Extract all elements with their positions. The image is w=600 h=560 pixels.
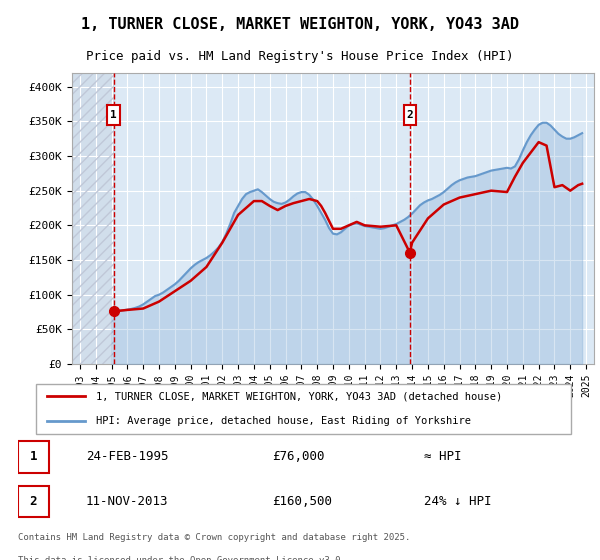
Text: 2: 2 (407, 110, 413, 120)
Text: 24% ↓ HPI: 24% ↓ HPI (424, 495, 491, 508)
Text: ≈ HPI: ≈ HPI (424, 450, 461, 464)
Text: 24-FEB-1995: 24-FEB-1995 (86, 450, 168, 464)
Bar (404, 105, 416, 125)
Text: Price paid vs. HM Land Registry's House Price Index (HPI): Price paid vs. HM Land Registry's House … (86, 50, 514, 63)
Text: 11-NOV-2013: 11-NOV-2013 (86, 495, 168, 508)
Text: £76,000: £76,000 (272, 450, 325, 464)
Text: 1, TURNER CLOSE, MARKET WEIGHTON, YORK, YO43 3AD: 1, TURNER CLOSE, MARKET WEIGHTON, YORK, … (81, 17, 519, 32)
Bar (18, 486, 49, 517)
Bar (18, 441, 49, 473)
Bar (107, 105, 120, 125)
Text: This data is licensed under the Open Government Licence v3.0.: This data is licensed under the Open Gov… (18, 556, 346, 560)
Text: Contains HM Land Registry data © Crown copyright and database right 2025.: Contains HM Land Registry data © Crown c… (18, 533, 410, 542)
Text: 1, TURNER CLOSE, MARKET WEIGHTON, YORK, YO43 3AD (detached house): 1, TURNER CLOSE, MARKET WEIGHTON, YORK, … (96, 391, 502, 402)
Text: £160,500: £160,500 (272, 495, 332, 508)
Text: HPI: Average price, detached house, East Riding of Yorkshire: HPI: Average price, detached house, East… (96, 416, 471, 426)
Text: 1: 1 (29, 450, 37, 464)
Text: 2: 2 (29, 495, 37, 508)
Bar (72, 73, 114, 364)
Text: 1: 1 (110, 110, 117, 120)
FancyBboxPatch shape (35, 384, 571, 434)
